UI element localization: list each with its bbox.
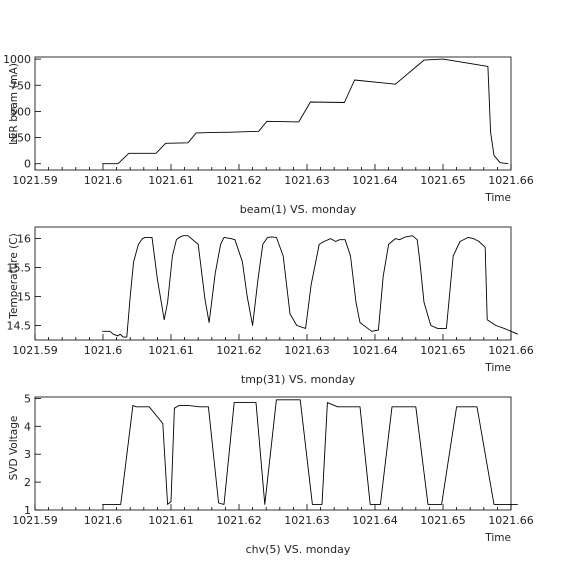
y-tick-label: 5 <box>24 392 31 405</box>
caption: beam(1) VS. monday <box>240 203 357 216</box>
y-axis-title: Temperature (C) <box>8 233 20 319</box>
caption: chv(5) VS. monday <box>246 543 351 556</box>
plot-frame <box>34 226 512 341</box>
y-tick-label: 2 <box>24 476 31 489</box>
y-ticks: 0 250 500 750 1000 <box>3 53 41 171</box>
x-ticks: 1021.59 1021.6 1021.61 1021.62 1021.63 1021.6… <box>12 334 534 357</box>
plot-frame <box>34 396 512 511</box>
y-tick-label: 0 <box>24 158 31 171</box>
y-tick-label: 250 <box>10 132 31 145</box>
y-axis-title: LER beam (mA) <box>8 63 20 145</box>
caption: tmp(31) VS. monday <box>241 373 356 386</box>
y-tick-label: 16 <box>17 233 31 246</box>
data-series <box>102 58 509 165</box>
x-tick-label: 1021.65 <box>420 174 466 187</box>
x-tick-label: 1021.61 <box>148 174 194 187</box>
y-tick-label: 15.5 <box>7 262 32 275</box>
panel-temperature: 14.5 15 15.5 16 1021.59 1021.6 1021.61 1021.62… <box>7 226 534 386</box>
x-tick-label: 1021.65 <box>420 344 466 357</box>
y-tick-label: 750 <box>10 79 31 92</box>
x-axis-title: Time <box>484 192 511 204</box>
y-ticks: 1 2 3 4 5 <box>24 392 41 517</box>
x-tick-label: 1021.6 <box>84 514 123 527</box>
x-tick-label: 1021.63 <box>284 344 330 357</box>
x-tick-label: 1021.61 <box>148 514 194 527</box>
x-tick-label: 1021.65 <box>420 514 466 527</box>
x-tick-label: 1021.61 <box>148 344 194 357</box>
y-tick-label: 15 <box>17 291 31 304</box>
y-tick-label: 14.5 <box>7 320 32 333</box>
x-tick-label: 1021.62 <box>216 344 262 357</box>
x-tick-label: 1021.64 <box>352 514 398 527</box>
x-tick-label: 1021.66 <box>488 174 534 187</box>
y-tick-label: 1000 <box>3 53 31 66</box>
plot-frame <box>34 56 512 171</box>
x-axis-title: Time <box>484 362 511 374</box>
x-tick-label: 1021.63 <box>284 174 330 187</box>
panel-voltage: 1 2 3 4 5 1021.59 1021.6 1021.61 1021.62 1021.63… <box>8 392 534 556</box>
x-tick-label: 1021.62 <box>216 514 262 527</box>
y-ticks: 14.5 15 15.5 16 <box>7 233 41 333</box>
data-series <box>102 235 518 338</box>
y-tick-label: 1 <box>24 504 31 517</box>
y-tick-label: 4 <box>24 420 31 433</box>
x-tick-label: 1021.63 <box>284 514 330 527</box>
y-axis-title: SVD Voltage <box>8 416 20 481</box>
x-axis-title: Time <box>484 532 511 544</box>
x-tick-label: 1021.66 <box>488 344 534 357</box>
x-ticks: 1021.59 1021.6 1021.61 1021.62 1021.63 1021.6… <box>12 164 534 187</box>
x-tick-label: 1021.59 <box>12 174 58 187</box>
x-tick-label: 1021.6 <box>84 174 123 187</box>
x-tick-label: 1021.64 <box>352 174 398 187</box>
data-series <box>102 399 518 505</box>
x-tick-label: 1021.6 <box>84 344 123 357</box>
x-tick-label: 1021.59 <box>12 344 58 357</box>
x-tick-label: 1021.62 <box>216 174 262 187</box>
x-tick-label: 1021.59 <box>12 514 58 527</box>
x-tick-label: 1021.66 <box>488 514 534 527</box>
x-ticks: 1021.59 1021.6 1021.61 1021.62 1021.63 1021.6… <box>12 504 534 527</box>
y-tick-label: 3 <box>24 448 31 461</box>
y-tick-label: 500 <box>10 105 31 118</box>
x-tick-label: 1021.64 <box>352 344 398 357</box>
